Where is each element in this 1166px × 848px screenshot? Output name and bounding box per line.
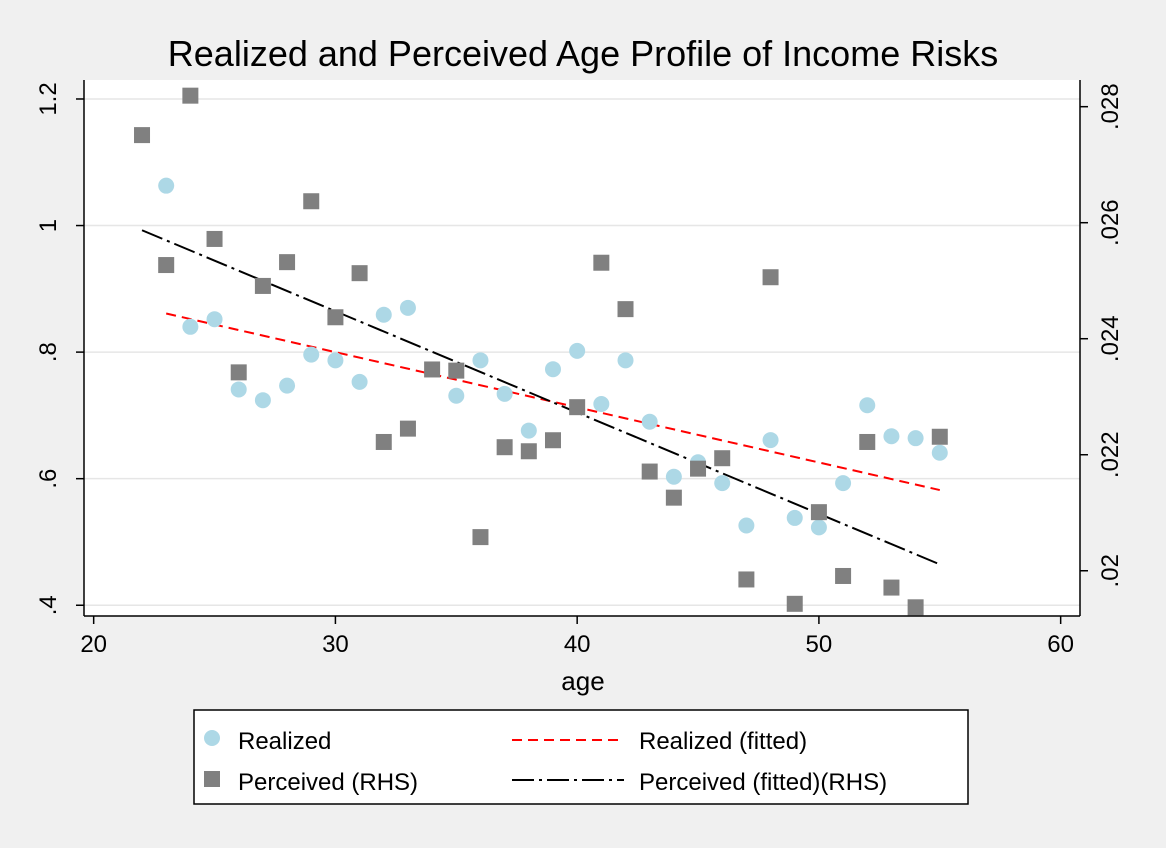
realized-point [399, 299, 416, 316]
x-axis-label: age [561, 666, 604, 696]
realized-point [375, 306, 392, 323]
perceived-point [883, 579, 900, 596]
y-left-tick-label: 1 [35, 219, 62, 232]
perceived-point [206, 230, 223, 247]
realized-point [665, 468, 682, 485]
y-right-tick-label: .026 [1097, 199, 1124, 246]
perceived-point [762, 269, 779, 286]
y-right-tick-label: .028 [1097, 83, 1124, 130]
perceived-point [714, 450, 731, 467]
realized-point [617, 352, 634, 369]
perceived-point [738, 571, 755, 588]
realized-point [714, 475, 731, 492]
realized-point [158, 177, 175, 194]
realized-point [762, 432, 779, 449]
realized-point [472, 352, 489, 369]
legend-marker-perceived [204, 771, 220, 787]
perceived-point [254, 277, 271, 294]
y-right-tick-label: .024 [1097, 315, 1124, 362]
realized-point [496, 385, 513, 402]
realized-point [810, 519, 827, 536]
perceived-fitted-line [141, 229, 941, 566]
perceived-point [810, 504, 827, 521]
perceived-point [931, 428, 948, 445]
axis-ticks: 20 30 40 50 60 .4 .6 .8 1 1.2 .02 .022 .024 .026 .028 [35, 82, 1124, 658]
legend: Realized Realized (fitted) Perceived (RHS)… [193, 709, 969, 805]
fitted-lines [141, 229, 941, 566]
x-tick-label: 30 [322, 631, 349, 658]
y-left-tick-label: 1.2 [35, 82, 62, 115]
perceived-point [786, 595, 803, 612]
y-left-tick-label: .4 [35, 595, 62, 615]
perceived-point [496, 439, 513, 456]
x-tick-label: 50 [806, 631, 833, 658]
realized-fitted-line [165, 312, 941, 492]
realized-point [593, 396, 610, 413]
realized-point [279, 377, 296, 394]
perceived-point [544, 432, 561, 449]
perceived-point [182, 87, 199, 104]
realized-point [327, 352, 344, 369]
x-tick-label: 20 [80, 631, 107, 658]
perceived-point [665, 489, 682, 506]
realized-point [448, 387, 465, 404]
perceived-point [907, 599, 924, 616]
realized-point [544, 361, 561, 378]
realized-point [786, 509, 803, 526]
perceived-point [279, 254, 296, 271]
perceived-point [230, 364, 247, 381]
perceived-point [158, 257, 175, 274]
perceived-point [327, 309, 344, 326]
realized-point [883, 428, 900, 445]
perceived-point [617, 301, 634, 318]
y-right-tick-label: .02 [1097, 554, 1124, 587]
realized-point [351, 373, 368, 390]
legend-label-perceived-fitted: Perceived (fitted)(RHS) [639, 769, 887, 796]
y-left-tick-label: .6 [35, 469, 62, 489]
realized-point [931, 444, 948, 461]
chart-title: Realized and Perceived Age Profile of In… [168, 33, 998, 74]
realized-point [569, 342, 586, 359]
perceived-point [835, 567, 852, 584]
perceived-point [424, 361, 441, 378]
perceived-point [520, 443, 537, 460]
perceived-point [593, 254, 610, 271]
perceived-point [472, 529, 489, 546]
perceived-point [375, 433, 392, 450]
realized-point [835, 475, 852, 492]
realized-point [303, 346, 320, 363]
realized-point [520, 422, 537, 439]
perceived-point [351, 265, 368, 282]
perceived-point [641, 463, 658, 480]
legend-label-perceived: Perceived (RHS) [238, 769, 418, 796]
realized-point [907, 430, 924, 447]
x-tick-label: 40 [564, 631, 591, 658]
axes [83, 80, 1081, 617]
perceived-point [134, 127, 151, 144]
legend-marker-realized [204, 730, 220, 746]
perceived-point [303, 193, 320, 210]
y-left-tick-label: .8 [35, 342, 62, 362]
perceived-point [859, 433, 876, 450]
realized-point [182, 318, 199, 335]
perceived-point [399, 420, 416, 437]
legend-label-realized: Realized [238, 728, 331, 755]
realized-point [738, 517, 755, 534]
data-points [134, 87, 948, 616]
legend-box [193, 709, 969, 805]
perceived-point [569, 399, 586, 416]
realized-point [641, 413, 658, 430]
perceived-point [448, 362, 465, 379]
x-tick-label: 60 [1047, 631, 1074, 658]
realized-point [230, 381, 247, 398]
y-right-tick-label: .022 [1097, 431, 1124, 478]
perceived-point [690, 460, 707, 477]
realized-point [859, 397, 876, 414]
legend-label-realized-fitted: Realized (fitted) [639, 728, 807, 755]
realized-point [254, 392, 271, 409]
realized-point [206, 311, 223, 328]
